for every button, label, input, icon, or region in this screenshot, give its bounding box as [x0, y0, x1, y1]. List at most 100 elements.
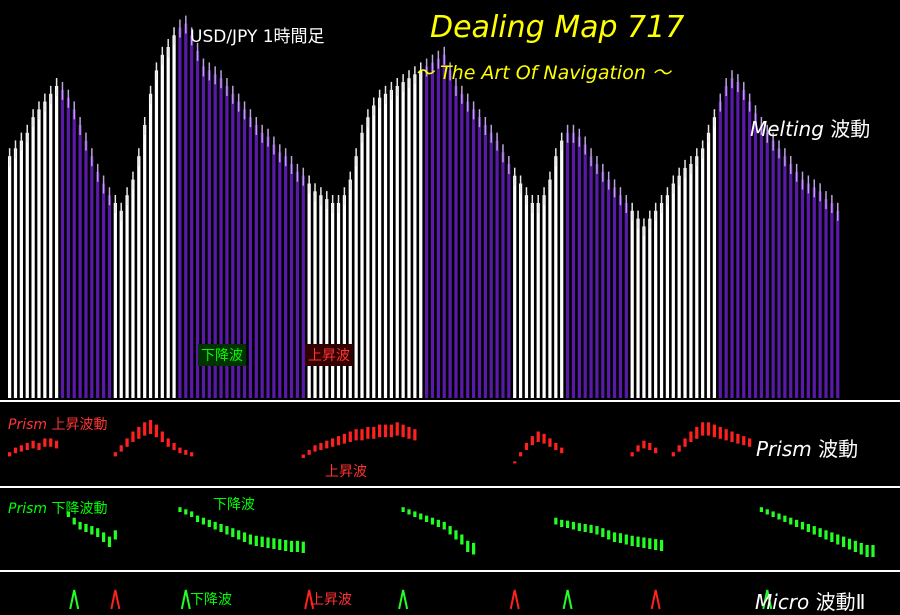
prism-up-bar	[160, 431, 164, 442]
chart-title: Dealing Map 717	[430, 10, 685, 45]
prism-up-bar	[695, 426, 699, 439]
melting-bar	[836, 210, 840, 398]
prism-up-bar	[513, 461, 517, 464]
prism-up-bar	[671, 452, 675, 457]
prism-down-bar	[865, 545, 869, 557]
prism-up-bar	[360, 429, 364, 441]
melting-bar	[601, 171, 605, 398]
prism-down-bar	[430, 517, 435, 525]
melting-bar	[260, 132, 264, 399]
melting-bar	[789, 164, 793, 398]
prism-down-bar	[618, 533, 623, 543]
prism-down-bar	[759, 507, 764, 512]
prism-up-bar	[518, 452, 523, 457]
melting-bar	[748, 101, 752, 398]
prism-up-bar	[166, 438, 170, 447]
prism-down-bar	[78, 521, 82, 530]
prism-down-bar	[407, 509, 411, 515]
melting-bar	[231, 93, 235, 399]
prism-up-bar	[8, 452, 12, 457]
melting-bar	[419, 70, 423, 399]
melting-bar	[43, 101, 47, 398]
prism-down-bar	[72, 517, 76, 525]
prism-down-bar	[101, 532, 106, 542]
prism-up-bar	[536, 431, 540, 442]
melting-bar	[325, 199, 329, 398]
prism-down-bar	[871, 545, 875, 557]
melting-bar	[771, 140, 775, 398]
prism-up-bars	[8, 420, 752, 464]
melting-bar	[266, 136, 270, 398]
melting-bar	[248, 117, 253, 398]
melting-bar	[31, 117, 35, 398]
prism-down-bar	[607, 530, 611, 540]
prism-up-bar	[13, 447, 18, 454]
melting-bar	[777, 148, 781, 398]
prism-up-bar	[636, 445, 640, 452]
prism-up-label-rest: 上昇波動	[47, 417, 108, 433]
melting-bar	[278, 152, 282, 398]
prism-up-bar	[331, 438, 335, 447]
prism-down-bar	[853, 540, 857, 552]
melting-bar	[642, 226, 646, 398]
melting-bar	[372, 105, 376, 398]
prism-down-bar	[624, 534, 628, 545]
melting-bar	[201, 66, 206, 398]
melting-bar	[448, 70, 452, 399]
melting-bar	[125, 195, 129, 398]
micro-signal-arrow	[762, 589, 773, 610]
melting-bar	[677, 175, 681, 398]
melting-bars	[8, 15, 840, 399]
prism-up-bar	[25, 443, 29, 450]
prism-up-bar	[172, 443, 176, 450]
micro-signal-arrow	[180, 589, 191, 610]
prism-down-bar	[830, 532, 834, 542]
melting-bar	[812, 187, 816, 398]
melting-bar	[783, 156, 787, 398]
prism-up-bar	[348, 431, 352, 442]
prism-down-bar	[454, 530, 458, 540]
prism-up-bar	[178, 447, 182, 454]
prism-down-bar	[642, 537, 646, 548]
melting-bar	[225, 86, 229, 398]
melting-bar	[237, 101, 241, 398]
prism-down-bar	[842, 536, 846, 547]
prism-down-bar	[248, 534, 253, 545]
melting-bar	[90, 156, 94, 398]
prism-down-label-rest: 下降波動	[47, 501, 108, 517]
melting-bar	[548, 179, 552, 398]
micro-signal-arrow	[562, 589, 573, 610]
prism-down-bar	[765, 509, 769, 515]
prism-up-bar	[642, 440, 646, 449]
prism-up-bar	[730, 431, 734, 442]
prism-up-bar	[548, 438, 552, 447]
prism-down-bar	[178, 507, 182, 512]
prism-down-bar	[565, 520, 570, 528]
prism-down-bar	[401, 507, 405, 512]
prism-down-bar	[859, 542, 863, 555]
melting-bar	[495, 140, 499, 398]
melting-bar	[671, 183, 675, 398]
micro-panel-label: Micro 波動Ⅱ	[755, 586, 865, 615]
prism-up-bar	[313, 445, 317, 452]
prism-down-bar	[847, 538, 852, 550]
melting-bar	[413, 74, 417, 399]
melting-label-rest: 波動	[823, 117, 871, 141]
melting-bar	[407, 78, 411, 398]
melting-bar	[730, 78, 734, 398]
prism-up-bar	[154, 424, 159, 438]
prism-down-bar	[201, 517, 206, 525]
prism-up-bar	[119, 445, 123, 452]
prism-up-bar	[413, 429, 417, 441]
prism-down-bar	[777, 513, 781, 520]
prism-down-bar	[413, 511, 417, 517]
prism-up-bar	[307, 449, 311, 455]
melting-bar	[360, 132, 364, 399]
prism-down-bar	[195, 515, 200, 522]
micro-signal-arrow	[110, 589, 121, 610]
prism-up-bar	[748, 438, 752, 447]
melting-bar	[753, 113, 758, 399]
prism-down-bar	[278, 539, 282, 550]
melting-bar	[654, 210, 658, 398]
melting-bar	[207, 70, 211, 399]
